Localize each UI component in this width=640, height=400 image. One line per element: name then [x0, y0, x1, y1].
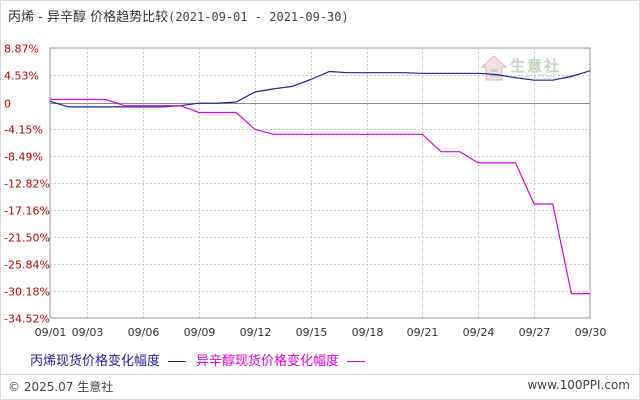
- footer-divider: [0, 374, 640, 375]
- legend: 丙烯现货价格变化幅度 异辛醇现货价格变化幅度: [0, 348, 640, 370]
- legend-swatch-isooctanol: [347, 361, 366, 362]
- x-tick-label: 09/27: [519, 326, 551, 339]
- y-tick-label: -4.15%: [4, 124, 43, 137]
- y-tick-label: -8.49%: [4, 151, 43, 164]
- x-tick-label: 09/21: [407, 326, 439, 339]
- x-tick-label: 09/01: [35, 326, 67, 339]
- y-tick-label: -25.84%: [4, 259, 50, 272]
- watermark-sub: www.100ppi.com: [512, 73, 580, 81]
- y-tick-label: -34.52%: [4, 313, 50, 326]
- series-line-propylene: [49, 70, 591, 108]
- x-tick-label: 09/06: [128, 326, 160, 339]
- y-tick-label: 8.87%: [4, 43, 39, 56]
- x-tick-label: 09/24: [463, 326, 495, 339]
- x-tick-label: 09/03: [72, 326, 104, 339]
- footer-copyright: © 2025.07 生意社: [8, 380, 114, 394]
- y-tick-label: -21.50%: [4, 232, 50, 245]
- series-line-isooctanol: [50, 98, 590, 295]
- y-tick-label: -30.18%: [4, 286, 50, 299]
- legend-swatch-propylene: [168, 361, 187, 362]
- legend-label-isooctanol: 异辛醇现货价格变化幅度: [196, 354, 340, 369]
- y-tick-label: 0: [4, 98, 11, 111]
- x-tick-label: 09/15: [296, 326, 328, 339]
- y-tick-label: -12.82%: [4, 178, 50, 191]
- footer-site-link[interactable]: www.100PPI.com: [527, 378, 630, 392]
- x-tick-label: 09/09: [184, 326, 216, 339]
- legend-item-isooctanol: 异辛醇现货价格变化幅度: [196, 350, 366, 369]
- x-tick-label: 09/18: [352, 326, 384, 339]
- y-tick-label: 4.53%: [4, 70, 39, 83]
- x-tick-label: 09/12: [240, 326, 272, 339]
- legend-label-propylene: 丙烯现货价格变化幅度: [30, 354, 161, 369]
- x-tick-label: 09/30: [575, 326, 607, 339]
- chart-title: 丙烯 - 异辛醇 价格趋势比较(2021-09-01 - 2021-09-30): [8, 6, 349, 25]
- legend-item-propylene: 丙烯现货价格变化幅度: [30, 350, 187, 369]
- y-tick-label: -17.16%: [4, 205, 50, 218]
- title-text: 丙烯 - 异辛醇 价格趋势比较: [8, 10, 169, 25]
- title-date-range: (2021-09-01 - 2021-09-30): [168, 10, 349, 24]
